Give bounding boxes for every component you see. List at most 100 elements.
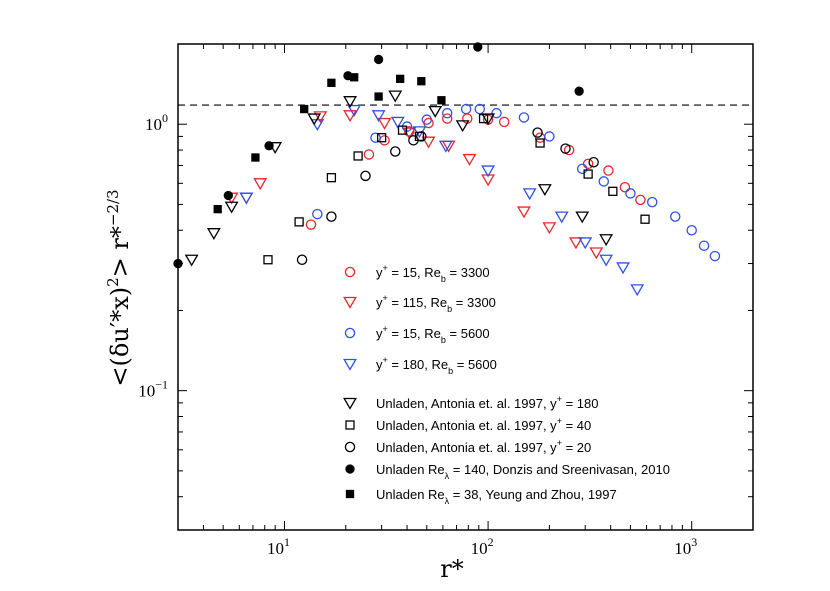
- data-point: [305, 219, 317, 230]
- data-point: [264, 141, 274, 151]
- data-point: [347, 104, 362, 117]
- legend-entry: Unladen, Antonia et. al. 1997, y+ = 180: [343, 394, 598, 411]
- data-point: [544, 131, 555, 142]
- legend-label: Unladen Reλ = 140, Donzis and Sreenivasa…: [376, 462, 670, 481]
- data-point: [599, 234, 614, 247]
- data-point: [582, 158, 594, 170]
- legend-label: y+ = 180, Reb = 5600: [376, 355, 497, 376]
- data-point: [239, 192, 254, 205]
- legend-marker: [343, 358, 357, 371]
- data-point: [313, 111, 328, 124]
- data-point: [213, 204, 222, 214]
- data-point: [698, 240, 710, 251]
- data-point: [537, 184, 552, 197]
- series-3: [239, 104, 645, 297]
- y-tick-label: 100: [145, 111, 168, 134]
- data-point: [343, 110, 358, 123]
- data-point: [460, 103, 472, 115]
- x-tick-label: 101: [267, 535, 290, 558]
- x-tick-label: 102: [471, 535, 494, 558]
- legend-marker: [345, 464, 355, 474]
- data-point: [608, 186, 618, 196]
- data-point: [377, 117, 392, 130]
- data-point: [686, 224, 697, 236]
- data-point: [312, 208, 323, 220]
- y-label-exp2: −2/3: [104, 189, 122, 226]
- legend-marker: [343, 296, 357, 309]
- data-point: [379, 135, 390, 146]
- y-axis-label: <(δu′*x)2> r*−2/3: [104, 189, 134, 386]
- data-point: [619, 181, 631, 193]
- data-point: [473, 42, 483, 52]
- data-point: [263, 255, 273, 265]
- data-point: [646, 196, 658, 208]
- data-point: [669, 211, 681, 222]
- data-point: [455, 120, 470, 133]
- legend-entry: y+ = 15, Reb = 3300: [344, 263, 490, 284]
- svg-text:<(δu′*x)2> r*−2/3: <(δu′*x)2> r*−2/3: [104, 189, 134, 386]
- legend-label: y+ = 115, Reb = 3300: [376, 293, 496, 314]
- series-5: [263, 113, 650, 265]
- data-point: [625, 188, 636, 199]
- legend-entry: Unladen, Antonia et. al. 1997, y+ = 20: [344, 438, 591, 455]
- data-point: [396, 74, 405, 83]
- data-point: [603, 165, 614, 176]
- plot-frame: [177, 43, 754, 531]
- data-point: [223, 190, 233, 201]
- legend-label: Unladen, Antonia et. al. 1997, y+ = 40: [376, 416, 591, 433]
- data-point: [421, 136, 436, 149]
- y-label-mid: > r*: [106, 226, 134, 277]
- data-point: [373, 54, 384, 65]
- legend-marker: [345, 420, 355, 430]
- data-point: [296, 254, 308, 265]
- data-point: [173, 258, 183, 269]
- data-point: [307, 113, 322, 126]
- data-point: [300, 104, 309, 114]
- data-point: [441, 107, 453, 119]
- data-point: [589, 247, 604, 260]
- x-axis-label: r*: [440, 555, 463, 583]
- x-ticks: 101 102 103: [177, 44, 754, 558]
- data-point: [326, 173, 337, 183]
- data-point: [542, 222, 557, 235]
- legend-entry: y+ = 15, Reb = 5600: [344, 324, 490, 345]
- y-label-lhs: <(δu′*x): [106, 287, 134, 387]
- data-point: [588, 156, 599, 168]
- data-point: [437, 96, 446, 105]
- data-point: [498, 116, 510, 128]
- data-point: [239, 192, 254, 205]
- data-point: [598, 176, 610, 187]
- data-point: [491, 107, 502, 119]
- data-point: [474, 103, 485, 115]
- data-point: [370, 132, 381, 143]
- data-point: [478, 113, 489, 124]
- series-8: [213, 73, 446, 214]
- legend-marker: [344, 266, 356, 278]
- data-point: [184, 254, 199, 267]
- data-point: [206, 228, 221, 240]
- series-0: [305, 113, 646, 230]
- data-point: [574, 86, 584, 96]
- data-point: [438, 140, 453, 153]
- series-4: [184, 90, 614, 267]
- legend-entry: y+ = 180, Reb = 5600: [343, 355, 497, 376]
- data-point: [353, 151, 363, 161]
- data-point: [428, 105, 443, 118]
- legend-entry: y+ = 115, Reb = 3300: [343, 293, 496, 314]
- legend-marker: [344, 327, 356, 339]
- data-point: [554, 211, 569, 224]
- data-point: [388, 90, 403, 103]
- legend-label: y+ = 15, Reb = 5600: [376, 324, 490, 345]
- data-point: [374, 92, 383, 101]
- series-2: [312, 103, 721, 262]
- data-point: [578, 237, 593, 250]
- data-points: [173, 42, 721, 297]
- data-point: [630, 284, 645, 297]
- data-point: [390, 146, 401, 157]
- legend-label: Unladen, Antonia et. al. 1997, y+ = 180: [376, 394, 598, 411]
- data-point: [397, 125, 408, 135]
- data-point: [616, 262, 630, 275]
- y-tick-label: 10−1: [138, 378, 168, 401]
- data-point: [560, 143, 571, 154]
- data-point: [360, 170, 371, 182]
